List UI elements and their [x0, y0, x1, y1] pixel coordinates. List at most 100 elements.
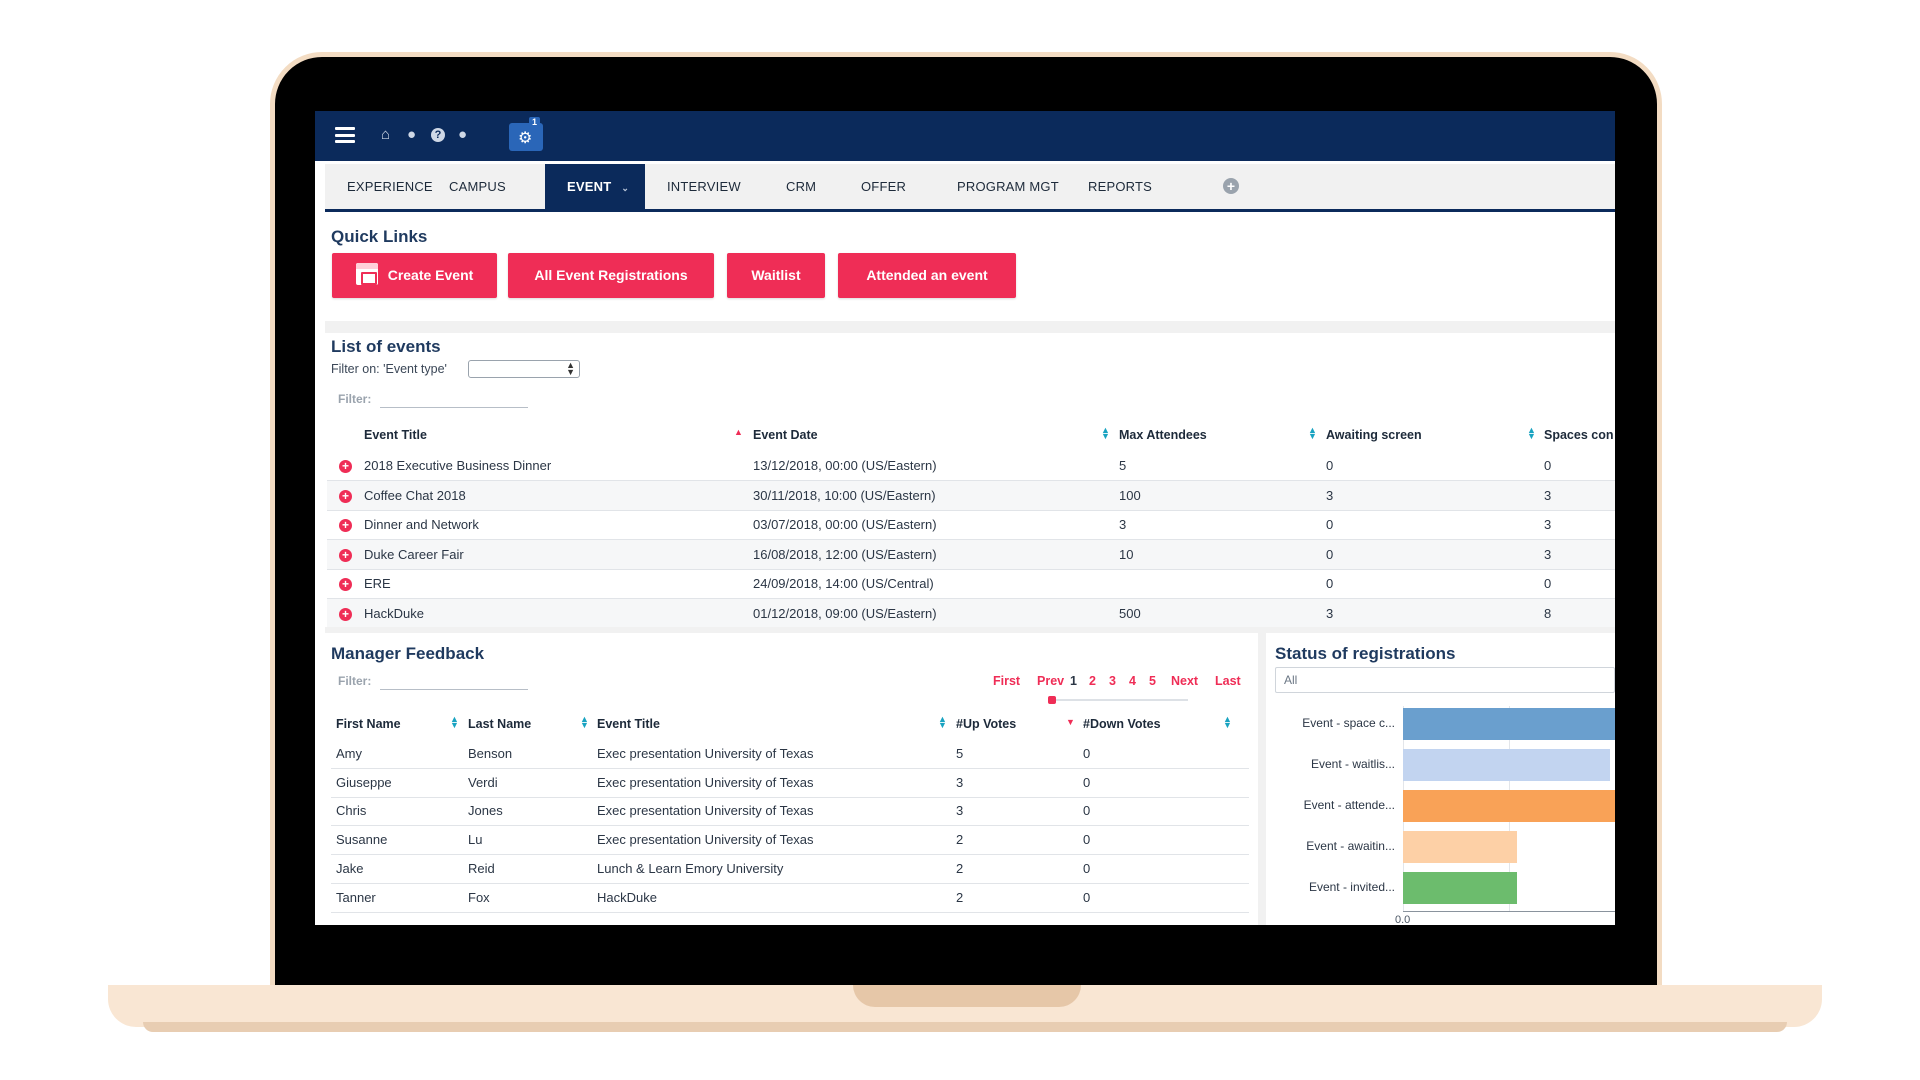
max-attendees-cell: 100: [1119, 487, 1141, 503]
sort-asc-icon[interactable]: ▲: [734, 427, 743, 437]
chart-bar[interactable]: [1403, 831, 1517, 863]
chat-icon[interactable]: ●: [458, 126, 468, 143]
row-divider: [327, 509, 1615, 511]
expand-row-icon[interactable]: +: [339, 519, 352, 532]
chart-x-axis: [1403, 911, 1615, 912]
expand-row-icon[interactable]: +: [339, 460, 352, 473]
events-title: List of events: [331, 337, 441, 356]
tab-event[interactable]: EVENT ⌄: [545, 164, 645, 209]
expand-row-icon[interactable]: +: [339, 548, 352, 562]
sort-icon[interactable]: ▲ ▼: [1308, 425, 1317, 441]
user-icon[interactable]: ●: [407, 126, 417, 143]
col-down-votes[interactable]: #Down Votes: [1083, 717, 1161, 731]
tab-experience[interactable]: EXPERIENCE: [347, 179, 433, 194]
table-row: [327, 598, 1615, 628]
col-up-votes[interactable]: #Up Votes: [956, 717, 1017, 731]
sort-icon[interactable]: ▲ ▼: [1101, 425, 1110, 441]
event-title-cell[interactable]: 2018 Executive Business Dinner: [364, 458, 552, 473]
app-screen: ⌂ ● ? ● ⚙ 1 EXPERIENCE CAMPUS EVENT ⌄ INT…: [315, 111, 1615, 925]
expand-row-icon[interactable]: +: [339, 578, 352, 591]
create-event-button[interactable]: Create Event: [332, 253, 497, 298]
col-max-attendees[interactable]: Max Attendees: [1119, 428, 1207, 442]
pager-page-5[interactable]: 5: [1149, 674, 1156, 688]
event-date-cell: 16/08/2018, 12:00 (US/Eastern): [753, 546, 937, 562]
down-votes-cell: 0: [1083, 746, 1091, 761]
events-filter-input[interactable]: [380, 407, 528, 408]
sort-icon[interactable]: ▲ ▼: [580, 714, 589, 730]
add-tab-icon[interactable]: +: [1223, 178, 1239, 194]
awaiting-screen-cell: 0: [1326, 458, 1334, 473]
pager-next[interactable]: Next: [1171, 674, 1199, 688]
sort-desc-icon[interactable]: ▼: [1066, 717, 1075, 727]
event-date-cell: 13/12/2018, 00:00 (US/Eastern): [753, 458, 937, 473]
help-icon[interactable]: ?: [431, 128, 445, 142]
pager-scroll-handle[interactable]: [1048, 696, 1056, 704]
pager-last[interactable]: Last: [1215, 674, 1241, 688]
first-name-cell: Susanne: [336, 832, 388, 848]
col-event-title[interactable]: Event Title: [597, 717, 660, 731]
row-divider: [327, 568, 1615, 570]
hamburger-menu-icon[interactable]: [335, 127, 355, 143]
max-attendees-cell: 3: [1119, 517, 1127, 532]
col-event-date[interactable]: Event Date: [753, 428, 818, 442]
event-title-cell[interactable]: ERE: [364, 576, 391, 591]
sort-icon[interactable]: ▲ ▼: [1223, 714, 1232, 730]
waitlist-button[interactable]: Waitlist: [727, 253, 825, 298]
settings-button[interactable]: ⚙ 1: [509, 117, 543, 151]
chart-bar[interactable]: [1403, 790, 1615, 822]
col-first-name[interactable]: First Name: [336, 717, 401, 731]
pager-page-4[interactable]: 4: [1129, 674, 1136, 688]
event-title-cell[interactable]: Dinner and Network: [364, 517, 479, 532]
feedback-filter-input[interactable]: [380, 689, 528, 690]
event-title-cell[interactable]: HackDuke: [364, 605, 424, 621]
home-icon[interactable]: ⌂: [381, 126, 391, 143]
pager-first[interactable]: First: [993, 674, 1021, 688]
sort-icon[interactable]: ▲ ▼: [938, 714, 947, 730]
col-last-name[interactable]: Last Name: [468, 717, 532, 731]
last-name-cell: Benson: [468, 746, 513, 761]
event-title-cell[interactable]: Duke Career Fair: [364, 546, 464, 562]
sort-icon[interactable]: ▲ ▼: [450, 714, 459, 730]
chart-x-tick-label: 0.0: [1395, 914, 1411, 925]
tab-reports[interactable]: REPORTS: [1088, 179, 1153, 194]
awaiting-screen-cell: 0: [1326, 517, 1334, 532]
chart-bar[interactable]: [1403, 708, 1615, 740]
tab-crm[interactable]: CRM: [786, 179, 817, 194]
settings-badge: 1: [529, 117, 541, 127]
pager-prev[interactable]: Prev: [1037, 674, 1065, 688]
all-event-registrations-button[interactable]: All Event Registrations: [508, 253, 714, 298]
expand-row-icon[interactable]: +: [339, 489, 352, 503]
tab-offer[interactable]: OFFER: [861, 179, 907, 194]
pager-page-1[interactable]: 1: [1070, 674, 1077, 688]
attended-event-button[interactable]: Attended an event: [838, 253, 1016, 298]
pager-page-3[interactable]: 3: [1109, 674, 1116, 688]
main-tabs: EXPERIENCE CAMPUS EVENT ⌄ INTERVIEW CRM O…: [325, 164, 1615, 212]
col-awaiting-screen[interactable]: Awaiting screen: [1326, 428, 1422, 442]
last-name-cell: Reid: [468, 860, 495, 876]
first-name-cell: Giuseppe: [336, 774, 392, 790]
event-title-cell: HackDuke: [597, 889, 657, 905]
pager-scroll-track[interactable]: [1050, 699, 1188, 701]
tab-campus[interactable]: CAMPUS: [449, 179, 506, 194]
tab-interview[interactable]: INTERVIEW: [667, 179, 741, 194]
tab-program-mgt[interactable]: PROGRAM MGT: [957, 179, 1059, 194]
event-title-cell[interactable]: Coffee Chat 2018: [364, 487, 466, 503]
chart-bar[interactable]: [1403, 872, 1517, 904]
expand-row-icon[interactable]: +: [339, 607, 352, 621]
awaiting-screen-cell: 0: [1326, 576, 1334, 591]
pager-page-2[interactable]: 2: [1089, 674, 1096, 688]
panel-separator: [1258, 627, 1266, 925]
col-spaces[interactable]: Spaces con: [1544, 428, 1614, 442]
last-name-cell: Jones: [468, 803, 503, 819]
manager-feedback-title: Manager Feedback: [331, 644, 485, 663]
event-type-select[interactable]: ▲ ▼: [468, 360, 580, 378]
event-date-cell: 03/07/2018, 00:00 (US/Eastern): [753, 517, 937, 532]
chart-bar[interactable]: [1403, 749, 1610, 781]
row-divider: [331, 768, 1249, 769]
gear-icon: ⚙: [518, 130, 533, 147]
status-select[interactable]: All: [1275, 667, 1615, 693]
sort-icon[interactable]: ▲ ▼: [1527, 425, 1536, 441]
chart-category-label: Event - invited...: [1308, 880, 1395, 894]
col-event-title[interactable]: Event Title: [364, 428, 427, 442]
spaces-cell: 3: [1544, 517, 1552, 532]
